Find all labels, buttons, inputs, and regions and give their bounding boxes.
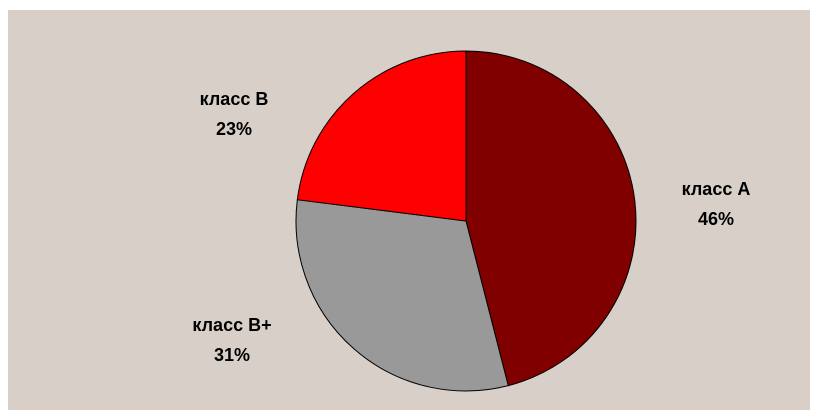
slice-value-class-a: 46% xyxy=(698,209,734,229)
slice-value-class-b: 23% xyxy=(216,119,252,139)
slice-label-class-b-plus: класс B+ xyxy=(192,315,271,335)
pie-slice-class-b xyxy=(296,50,467,222)
slice-label-class-a: класс A xyxy=(682,179,751,199)
pie-slices xyxy=(295,50,637,392)
slice-value-class-b-plus: 31% xyxy=(214,345,250,365)
pie-slice-class-a xyxy=(465,50,637,387)
pie-slice-class-b-plus xyxy=(295,199,509,392)
slice-label-class-b: класс B xyxy=(200,89,269,109)
